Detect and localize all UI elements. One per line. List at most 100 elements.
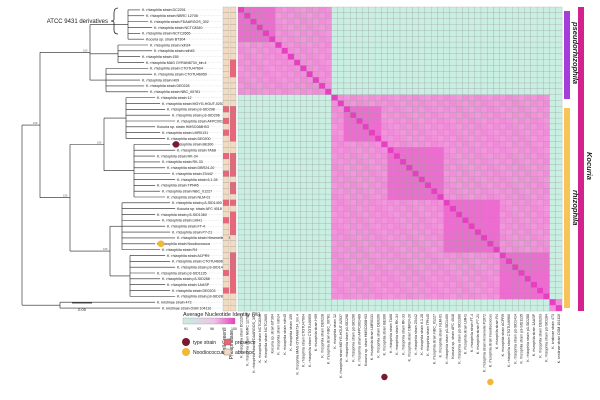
heatmap-cell (443, 287, 451, 294)
heatmap-cell (356, 153, 363, 160)
heatmap-cell (325, 100, 332, 107)
heatmap-cell (518, 53, 525, 60)
heatmap-cell (480, 269, 488, 277)
heatmap-cell (337, 193, 345, 201)
heatmap-cell (374, 30, 382, 37)
strain-label: K. rhizophila strain NBRC 12708 (146, 14, 198, 18)
heatmap-cell (536, 135, 544, 142)
phenotype-cell-green (222, 100, 230, 107)
heatmap-cell (518, 59, 525, 66)
heatmap-cell (343, 82, 351, 90)
heatmap-cell (356, 275, 363, 282)
heatmap-cell (331, 223, 338, 230)
heatmap-cell (337, 82, 345, 90)
phenotype-phosphatase (229, 299, 237, 306)
heatmap-cell (293, 147, 301, 154)
heatmap-cell (543, 117, 550, 125)
heatmap-cell (524, 240, 532, 247)
phenotype-cell-green (222, 211, 230, 218)
heatmap-cell (306, 258, 313, 265)
phenotype-phosphatase (229, 240, 237, 247)
heatmap-cell (555, 123, 563, 130)
heatmap-cell (499, 170, 507, 177)
heatmap-cell (350, 135, 357, 142)
heatmap-cell (281, 229, 289, 236)
heatmap-cell (244, 129, 251, 136)
phenotype-phosphatase (229, 30, 237, 37)
heatmap-cell (424, 129, 432, 136)
heatmap-cell (244, 211, 251, 218)
heatmap-cell (549, 305, 556, 312)
heatmap-cell (549, 275, 556, 282)
heatmap-cell (387, 24, 394, 31)
heatmap-cell (312, 100, 320, 107)
heatmap-cell (518, 123, 525, 130)
heatmap-cell (443, 141, 451, 148)
heatmap-cell (418, 24, 426, 31)
heatmap-cell (256, 59, 264, 66)
heatmap-cell (318, 269, 326, 277)
heatmap-cell (287, 41, 295, 49)
heatmap-cell (368, 12, 376, 19)
heatmap-cell (549, 18, 556, 25)
heatmap-cell (487, 234, 494, 242)
heatmap-cell (424, 59, 432, 66)
heatmap-cell (399, 240, 407, 247)
heatmap-cell (269, 36, 276, 43)
heatmap-cell (350, 305, 357, 312)
heatmap-cell (312, 12, 320, 19)
heatmap-cell (244, 240, 251, 247)
heatmap-cell (312, 153, 320, 160)
heatmap-cell (437, 269, 444, 277)
heatmap-cell (499, 123, 507, 130)
heatmap-cell (512, 147, 519, 154)
heatmap-cell (331, 24, 338, 31)
heatmap-cell (424, 170, 432, 177)
heatmap-cell (499, 117, 507, 125)
heatmap-cell (393, 223, 401, 230)
heatmap-cell (418, 193, 426, 201)
heatmap-cell (549, 258, 556, 265)
heatmap-cell (331, 82, 338, 90)
heatmap-cell (418, 141, 426, 148)
heatmap-cell (512, 65, 519, 72)
strain-label: K. rhizophila strain DBR24-20 (167, 166, 214, 170)
heatmap-cell (387, 164, 394, 171)
heatmap-cell (387, 77, 394, 84)
heatmap-cell (468, 193, 475, 201)
heatmap-cell (518, 223, 525, 230)
phenotype-cell-green (222, 112, 230, 119)
heatmap-cell (275, 269, 282, 277)
heatmap-cell (512, 153, 519, 160)
heatmap-cell (549, 141, 556, 148)
heatmap-cell (412, 100, 419, 107)
heatmap-cell (549, 234, 556, 242)
heatmap-cell (362, 269, 370, 277)
heatmap-cell (387, 246, 394, 253)
bootstrap-value: 100 (103, 247, 108, 251)
heatmap-cell (337, 217, 345, 224)
heatmap-cell (287, 147, 295, 154)
heatmap-cell (350, 59, 357, 66)
heatmap-cell (368, 30, 376, 37)
heatmap-cell (493, 158, 500, 166)
scale-bar-label: 0.05 (78, 307, 87, 312)
heatmap-cell (287, 18, 295, 25)
heatmap-cell (431, 234, 438, 242)
heatmap-cell (362, 305, 370, 312)
heatmap-cell (549, 299, 556, 306)
heatmap-cell (499, 176, 507, 183)
heatmap-cell (512, 275, 519, 282)
heatmap-cell (418, 269, 426, 277)
heatmap-cell (262, 229, 270, 236)
heatmap-cell (412, 117, 419, 125)
heatmap-cell (437, 82, 444, 90)
strain-label: K. rhizophila strain NCTC2665 (142, 32, 191, 36)
heatmap-cell (256, 129, 264, 136)
phenotype-phosphatase (229, 188, 237, 195)
heatmap-cell (474, 47, 482, 54)
heatmap-cell (275, 106, 282, 113)
heatmap-cell (337, 153, 345, 160)
heatmap-cell (555, 182, 563, 189)
heatmap-cell (381, 240, 388, 247)
